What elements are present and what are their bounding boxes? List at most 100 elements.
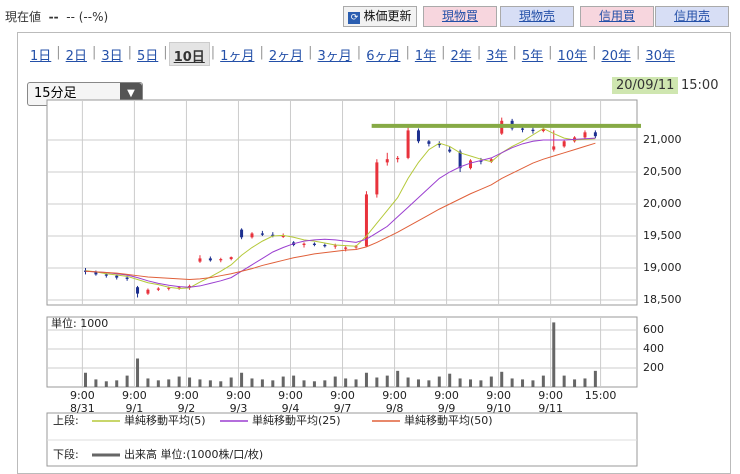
- tab[interactable]: 2年: [450, 49, 472, 64]
- volume-bar: [354, 379, 358, 387]
- legend-entry: 単純移動平均(25): [252, 413, 341, 427]
- x-tick-label: 9:00: [70, 389, 95, 402]
- button-label: 株価更新: [363, 9, 412, 23]
- volume-bar: [271, 380, 275, 387]
- volume-bar: [208, 380, 212, 387]
- candle-body: [240, 229, 244, 238]
- volume-bar: [510, 378, 514, 387]
- volume-bar: [94, 379, 98, 387]
- candle-body: [479, 160, 483, 162]
- tab-separator: |: [308, 45, 313, 60]
- tab[interactable]: 20年: [601, 49, 632, 64]
- legend-label: 上段:: [53, 413, 79, 427]
- candle-body: [167, 287, 171, 289]
- candle-body: [416, 130, 420, 142]
- button[interactable]: 現物売: [500, 6, 574, 27]
- tab[interactable]: 3年: [486, 49, 508, 64]
- candle-body: [229, 257, 233, 260]
- x-tick-date: 9/3: [230, 402, 248, 415]
- x-tick-date: 9/10: [486, 402, 511, 415]
- volume-bar: [333, 376, 337, 387]
- tab[interactable]: 30年: [645, 49, 675, 64]
- tab[interactable]: 10日: [168, 42, 210, 66]
- volume-bar: [260, 379, 264, 387]
- volume-bar: [219, 381, 223, 387]
- moving-average-line: [85, 142, 596, 281]
- moving-average-line: [85, 127, 596, 289]
- tab-separator: |: [548, 45, 553, 60]
- candle-body: [489, 159, 493, 162]
- tab[interactable]: 2日: [65, 49, 87, 64]
- tab[interactable]: 10年: [557, 49, 588, 64]
- volume-bar: [541, 375, 545, 387]
- x-tick-date: 9/11: [538, 402, 563, 415]
- tab[interactable]: 1日: [30, 49, 52, 64]
- candle-body: [375, 162, 379, 195]
- plot-area: [46, 99, 638, 306]
- x-tick-date: 9/4: [282, 402, 300, 415]
- volume-bar: [427, 380, 431, 387]
- candle-body: [458, 151, 462, 169]
- tab-separator: |: [210, 45, 216, 60]
- volume-bar: [250, 378, 254, 387]
- candle-body: [94, 271, 98, 275]
- x-tick-label: 9:00: [382, 389, 407, 402]
- volume-bar: [125, 375, 129, 387]
- volume-bar: [344, 378, 348, 387]
- tab-separator: |: [476, 45, 482, 60]
- candle-body: [312, 243, 316, 245]
- candle-body: [396, 157, 400, 160]
- volume-bar: [469, 379, 473, 387]
- y-tick-label: 19,500: [643, 229, 682, 242]
- x-tick-label: 15:00: [585, 389, 617, 402]
- button[interactable]: ⟳ 株価更新: [343, 6, 417, 27]
- tab[interactable]: 3ヶ月: [317, 49, 352, 64]
- candle-body: [84, 270, 88, 272]
- button-label: 現物買: [441, 9, 478, 23]
- volume-bar: [375, 377, 379, 387]
- plot-area: [46, 316, 638, 388]
- candle-body: [323, 244, 327, 247]
- volume-bar: [115, 380, 119, 387]
- volume-bar: [416, 379, 420, 387]
- volume-bar: [146, 378, 150, 387]
- volume-bar: [84, 372, 88, 387]
- x-tick-date: 9/7: [334, 402, 352, 415]
- volume-bar: [292, 375, 296, 387]
- candle-body: [593, 132, 597, 137]
- x-tick-label: 9:00: [330, 389, 355, 402]
- button[interactable]: 信用買: [580, 6, 654, 27]
- volume-bar: [385, 375, 389, 387]
- current-label: 現在値: [5, 10, 42, 24]
- candle-body: [302, 243, 306, 245]
- candle-body: [552, 146, 556, 150]
- tab[interactable]: 5年: [521, 49, 544, 64]
- tab[interactable]: 5日: [137, 49, 159, 64]
- button[interactable]: 信用売: [655, 6, 729, 27]
- button-label: 現物売: [518, 9, 555, 23]
- candle-body: [437, 143, 441, 146]
- volume-bar: [136, 358, 140, 387]
- candle-body: [427, 141, 431, 144]
- tabs: 1日 | 2日 | 3日 | 5日 | 10日 | 1ヶ月 | 2ヶ月 | 3ヶ月 | 6ヶ月 | 1年 | 2年 | 3年…: [26, 42, 679, 66]
- button[interactable]: 現物買: [423, 6, 497, 27]
- x-tick-date: 9/8: [386, 402, 404, 415]
- tab[interactable]: 3日: [101, 49, 123, 64]
- tab[interactable]: 1ヶ月: [220, 49, 255, 64]
- candle-body: [271, 234, 275, 237]
- candle-body: [156, 288, 160, 290]
- tab[interactable]: 2ヶ月: [268, 49, 304, 64]
- tab[interactable]: 1年: [414, 49, 437, 64]
- x-tick-date: 8/31: [70, 402, 95, 415]
- volume-bar: [593, 370, 597, 387]
- volume-bar: [500, 371, 504, 387]
- tab[interactable]: 6ヶ月: [366, 49, 401, 64]
- volume-bar: [167, 379, 171, 387]
- tab-separator: |: [56, 45, 61, 60]
- volume-bar: [489, 376, 493, 387]
- candle-body: [583, 132, 587, 138]
- x-tick-date: 9/1: [126, 402, 144, 415]
- volume-bar: [312, 381, 316, 387]
- y-tick-label: 18,500: [643, 293, 682, 306]
- y-tick-label: 400: [643, 342, 664, 355]
